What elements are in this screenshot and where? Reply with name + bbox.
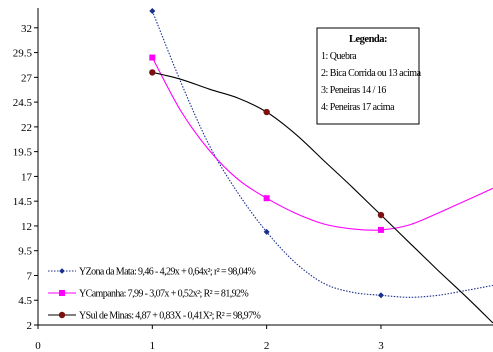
data-point-campanha [149, 54, 156, 61]
legend-entry-sul-de-minas: YSul de Minas: 4,87 + 0,83X - 0,41X²; R²… [48, 311, 261, 322]
annotation-item-2: 2: Bica Corrida ou 13 acima [321, 68, 422, 79]
annotation-item-4: 4: Peneiras 17 acima [321, 102, 395, 113]
y-tick-label: 2 [27, 320, 33, 332]
y-tick-label: 22 [21, 122, 32, 134]
series-line-campanha [151, 57, 493, 231]
y-tick-label: 7 [27, 270, 33, 282]
y-tick-label: 32 [21, 23, 32, 35]
annotation-box-frame [316, 27, 420, 125]
y-tick-label: 12 [21, 221, 32, 233]
legend-entry-zona-da-mata: YZona da Mata: 9,46 - 4,29x + 0,64x²; r²… [48, 267, 256, 278]
y-tick-label: 24.5 [13, 97, 33, 109]
annotation-item-1: 1: Quebra [321, 51, 357, 62]
legend-label-campanha: YCampanha: 7,99 - 3,07x + 0,52x²; R² = 8… [79, 289, 248, 300]
annotation-legend-box: Legenda: 1: Quebra 2: Bica Corrida ou 13… [316, 27, 422, 125]
x-tick-label: 2 [264, 340, 270, 352]
annotation-box-title: Legenda: [349, 34, 387, 45]
legend-entry-campanha: YCampanha: 7,99 - 3,07x + 0,52x²; R² = 8… [48, 289, 249, 300]
y-tick-label: 19.5 [13, 147, 33, 159]
x-tick-label: 1 [150, 340, 156, 352]
legend-marker-campanha [59, 290, 65, 296]
data-point-campanha [377, 226, 384, 233]
data-point-zona-da-mata [377, 292, 384, 299]
legend-label-sul-de-minas: YSul de Minas: 4,87 + 0,83X - 0,41X²; R²… [79, 311, 260, 322]
series-legend: YZona da Mata: 9,46 - 4,29x + 0,64x²; r²… [48, 267, 261, 322]
x-tick-label: 3 [378, 340, 384, 352]
y-tick-label: 17 [21, 171, 33, 183]
data-point-zona-da-mata [149, 7, 156, 14]
legend-label-zona-da-mata: YZona da Mata: 9,46 - 4,29x + 0,64x²; r²… [79, 267, 255, 278]
plot-area [149, 7, 493, 324]
data-point-sul-de-minas [263, 108, 270, 116]
data-point-sul-de-minas [149, 69, 156, 76]
x-tick-label: 0 [35, 340, 41, 352]
y-tick-label: 27 [21, 72, 33, 84]
data-point-sul-de-minas [377, 211, 385, 219]
y-tick-label: 4.5 [18, 295, 32, 307]
annotation-item-3: 3: Peneiras 14 / 16 [321, 85, 386, 96]
data-point-campanha [263, 195, 270, 202]
y-tick-label: 29.5 [13, 48, 33, 60]
series-line-zona-da-mata [151, 10, 493, 298]
y-tick-label: 14.5 [13, 196, 33, 208]
y-tick-label: 9.5 [18, 246, 32, 258]
data-point-zona-da-mata [263, 228, 270, 235]
legend-marker-zona-da-mata [59, 268, 65, 274]
legend-marker-sul-de-minas [58, 311, 66, 319]
series-line-sul-de-minas [152, 71, 493, 324]
